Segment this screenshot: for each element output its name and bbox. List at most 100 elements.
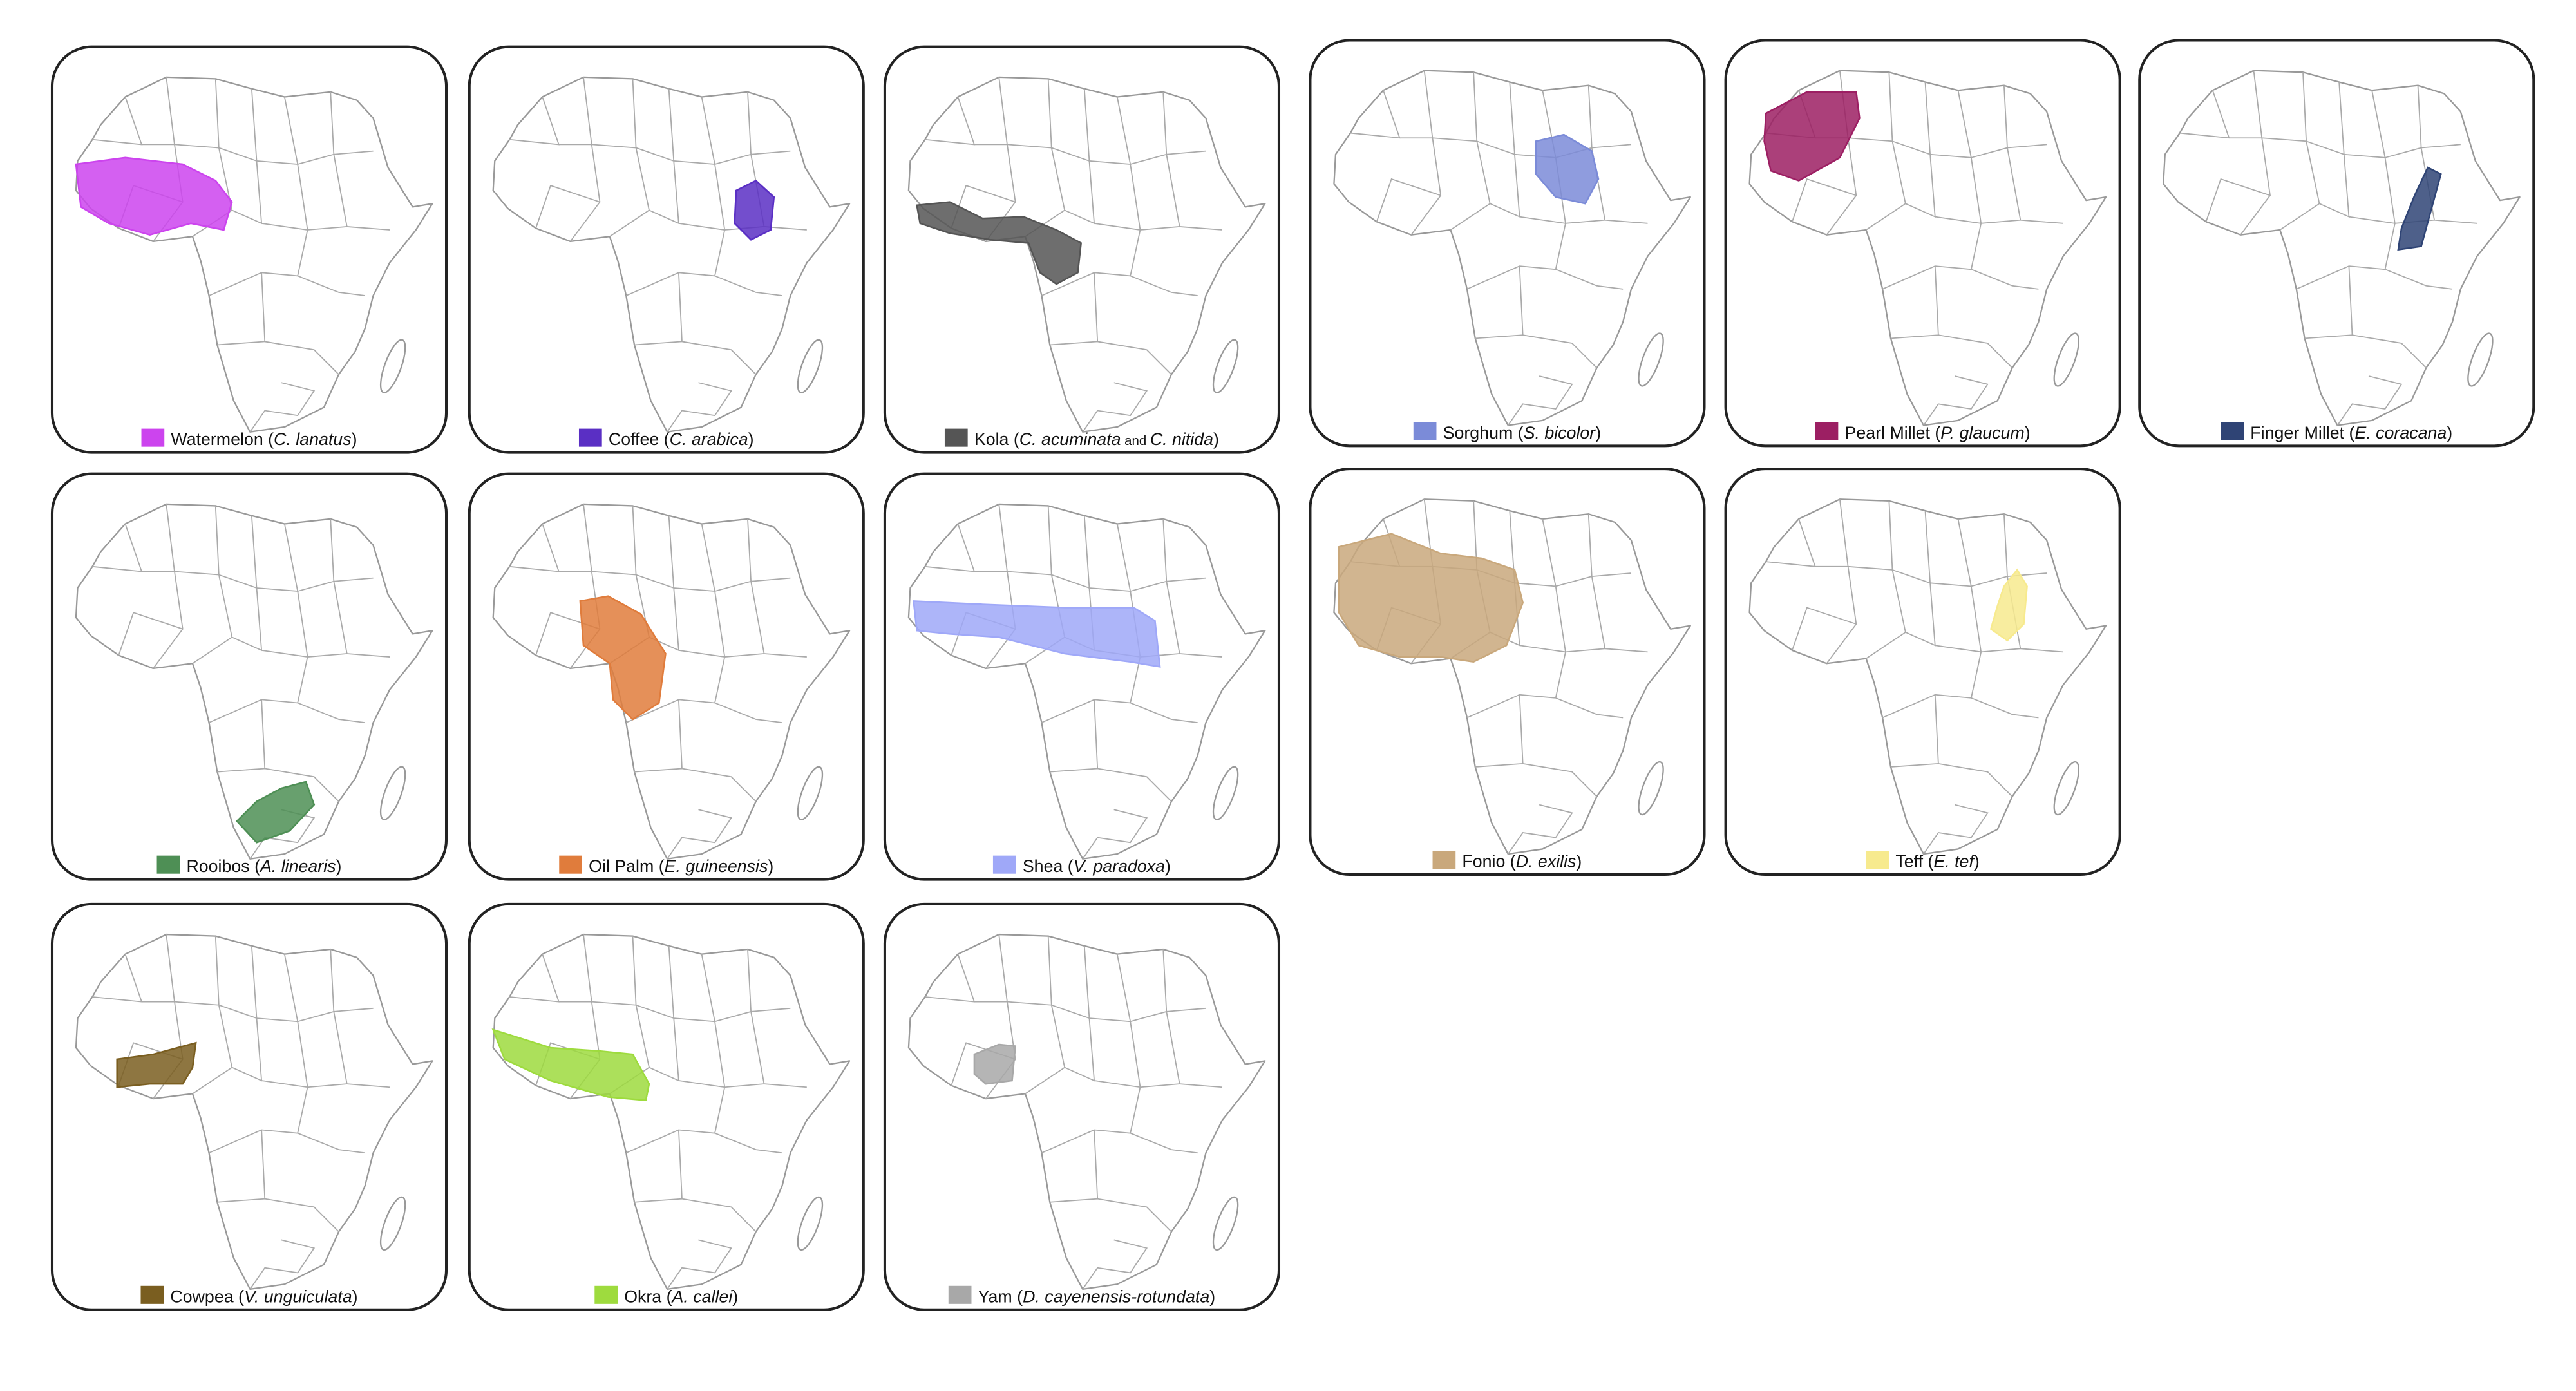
crop-name: Sorghum (: [1443, 423, 1524, 442]
range-region: [913, 600, 1161, 668]
map-panel: Oil Palm (E. guineensis): [468, 472, 865, 881]
legend-swatch: [992, 855, 1016, 874]
legend-label: Coffee (C. arabica): [609, 430, 754, 449]
species-name: C. lanatus: [274, 430, 352, 449]
map-panel: Shea (V. paradoxa): [883, 472, 1281, 881]
crop-name: Rooibos (: [186, 856, 260, 876]
range-region: [1535, 133, 1600, 205]
crop-name: ): [2447, 423, 2452, 442]
crop-name: ): [1165, 856, 1171, 876]
legend-swatch: [559, 855, 582, 874]
range-region: [75, 156, 233, 236]
species-name: E. tef: [1933, 851, 1975, 871]
range-region: [916, 201, 1083, 285]
species-name: C. arabica: [670, 430, 748, 449]
crop-name: ): [2025, 423, 2031, 442]
map-panel: Fonio (D. exilis): [1309, 468, 1706, 876]
map-panel: Yam (D. cayenensis-rotundata): [883, 902, 1281, 1311]
legend-label: Yam (D. cayenensis-rotundata): [978, 1287, 1215, 1306]
species-name: E. coracana: [2354, 423, 2447, 442]
range-region: [491, 1028, 650, 1101]
species-name: V. unguiculata: [244, 1287, 352, 1306]
crop-name: ): [1595, 423, 1601, 442]
crop-name: ): [1213, 430, 1219, 449]
species-name: D. cayenensis-rotundata: [1023, 1287, 1209, 1306]
crop-name: and: [1121, 434, 1150, 448]
crop-name: Pearl Millet (: [1845, 423, 1941, 442]
legend-label: Pearl Millet (P. glaucum): [1845, 423, 2031, 442]
legend-swatch: [140, 1285, 164, 1304]
map-panel: Kola (C. acuminata and C. nitida): [883, 45, 1281, 454]
legend-label: Teff (E. tef): [1895, 851, 1979, 871]
crop-name: ): [352, 430, 357, 449]
species-name: A. callei: [671, 1287, 734, 1306]
range-region: [1338, 533, 1524, 663]
crop-name: Kola (: [974, 430, 1019, 449]
crop-name: Cowpea (: [170, 1287, 244, 1306]
legend-swatch: [156, 855, 180, 874]
range-region: [973, 1043, 1017, 1085]
crop-name: ): [336, 856, 342, 876]
species-name: E. guineensis: [665, 856, 768, 876]
legend-label: Kola (C. acuminata and C. nitida): [974, 430, 1219, 449]
crop-name: ): [1576, 851, 1582, 871]
crop-name: ): [1209, 1287, 1215, 1306]
range-region: [579, 595, 667, 721]
species-name: D. exilis: [1516, 851, 1577, 871]
legend-label: Sorghum (S. bicolor): [1443, 423, 1601, 442]
crop-name: ): [1974, 851, 1980, 871]
crop-name: Fonio (: [1462, 851, 1515, 871]
species-name: C. nitida: [1150, 430, 1213, 449]
legend-swatch: [1413, 422, 1437, 440]
species-name: S. bicolor: [1524, 423, 1596, 442]
map-panel: Watermelon (C. lanatus): [50, 45, 448, 454]
crop-name: Coffee (: [609, 430, 670, 449]
legend-label: Watermelon (C. lanatus): [171, 430, 357, 449]
species-name: V. paradoxa: [1074, 856, 1165, 876]
legend-swatch: [2221, 422, 2244, 440]
crop-name: Finger Millet (: [2250, 423, 2354, 442]
crop-name: Shea (: [1023, 856, 1074, 876]
map-panel: Rooibos (A. linearis): [50, 472, 448, 881]
map-panel: Sorghum (S. bicolor): [1309, 39, 1706, 448]
legend-label: Finger Millet (E. coracana): [2250, 423, 2452, 442]
legend-label: Oil Palm (E. guineensis): [589, 856, 773, 876]
range-region: [1990, 568, 2028, 642]
legend-label: Okra (A. callei): [624, 1287, 738, 1306]
map-panel: Finger Millet (E. coracana): [2138, 39, 2535, 448]
crop-name: Okra (: [624, 1287, 672, 1306]
legend-swatch: [944, 428, 968, 447]
crop-name: Yam (: [978, 1287, 1023, 1306]
range-region: [734, 179, 775, 241]
legend-swatch: [948, 1285, 972, 1304]
legend-label: Fonio (D. exilis): [1462, 851, 1582, 871]
species-name: A. linearis: [259, 856, 336, 876]
range-region: [236, 781, 316, 844]
range-region: [2397, 166, 2442, 251]
legend-swatch: [1815, 422, 1839, 440]
crop-name: ): [352, 1287, 358, 1306]
map-panel: Cowpea (V. unguiculata): [50, 902, 448, 1311]
map-panel: Pearl Millet (P. glaucum): [1724, 39, 2121, 448]
legend-label: Shea (V. paradoxa): [1023, 856, 1171, 876]
map-panel: Okra (A. callei): [468, 902, 865, 1311]
crop-name: Teff (: [1895, 851, 1933, 871]
crop-name: Watermelon (: [171, 430, 274, 449]
legend-swatch: [1866, 850, 1889, 869]
crop-name: Oil Palm (: [589, 856, 665, 876]
legend-swatch: [1432, 850, 1456, 869]
range-region: [116, 1041, 197, 1088]
crop-name: ): [768, 856, 773, 876]
legend-swatch: [578, 428, 602, 447]
map-panel: Teff (E. tef): [1724, 468, 2121, 876]
crop-name: ): [748, 430, 754, 449]
legend-label: Cowpea (V. unguiculata): [170, 1287, 357, 1306]
legend-swatch: [594, 1285, 618, 1304]
legend-swatch: [141, 428, 165, 447]
map-panel: Coffee (C. arabica): [468, 45, 865, 454]
legend-label: Rooibos (A. linearis): [186, 856, 341, 876]
range-region: [1763, 91, 1861, 182]
species-name: C. acuminata: [1019, 430, 1121, 449]
crop-name: ): [732, 1287, 738, 1306]
